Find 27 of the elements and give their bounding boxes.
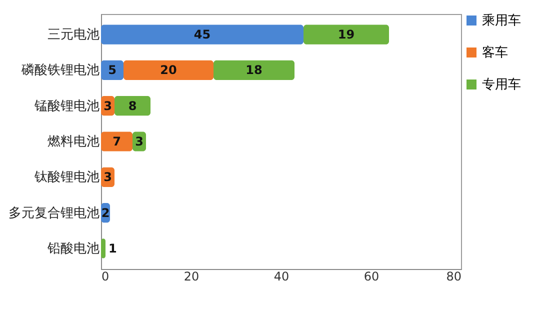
- y-tick-label: 三元电池: [48, 28, 100, 43]
- y-tick-label: 铅酸电池: [46, 241, 100, 256]
- data-label: 8: [128, 98, 137, 113]
- y-tick-label: 多元复合锂电池: [8, 206, 100, 221]
- data-label: 5: [108, 63, 116, 78]
- x-tick-label: 80: [446, 270, 462, 284]
- data-label: 20: [160, 63, 177, 78]
- x-tick-label: 40: [274, 270, 290, 284]
- x-tick-label: 0: [102, 270, 110, 284]
- x-tick-label: 60: [364, 270, 380, 284]
- data-label: 3: [104, 98, 112, 113]
- legend-label: 专用车: [482, 78, 521, 92]
- x-tick-label: 20: [184, 270, 200, 284]
- data-label: 45: [194, 28, 211, 42]
- data-label: 1: [108, 241, 117, 256]
- legend-label: 乘用车: [482, 14, 521, 28]
- y-tick-label: 锰酸锂电池: [34, 98, 100, 114]
- data-label: 2: [101, 206, 110, 220]
- data-label: 3: [104, 170, 112, 184]
- data-label: 3: [135, 134, 144, 148]
- data-label: 19: [338, 28, 355, 42]
- data-label: 7: [112, 134, 121, 148]
- y-tick-label: 钛酸锂电池: [34, 170, 100, 186]
- y-tick-label: 磷酸铁锂电池: [20, 63, 100, 78]
- legend-label: 客车: [482, 44, 508, 60]
- y-tick-label: 燃料电池: [48, 134, 100, 150]
- data-label: 18: [246, 63, 262, 78]
